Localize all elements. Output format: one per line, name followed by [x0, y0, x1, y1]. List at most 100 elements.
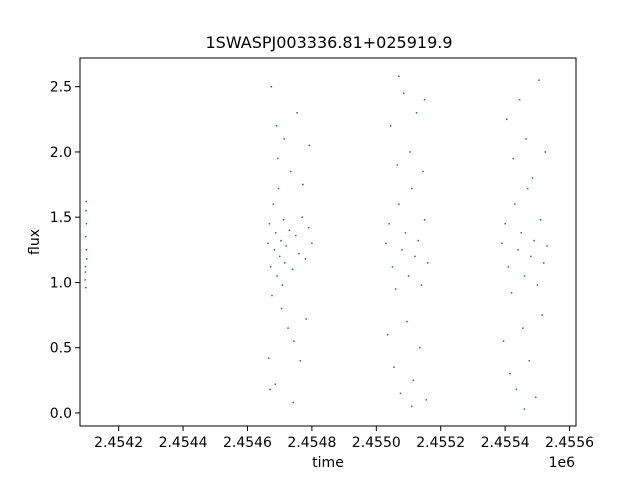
data-point [528, 359, 531, 362]
data-point [277, 187, 280, 190]
data-point [298, 252, 300, 255]
data-point [520, 231, 523, 234]
data-point [510, 291, 513, 294]
data-point [305, 318, 307, 320]
data-point [85, 200, 88, 203]
x-tick-label: 2.4554 [481, 435, 530, 451]
data-point [276, 157, 279, 160]
data-point [292, 340, 295, 343]
data-point [267, 242, 269, 245]
data-point [292, 401, 295, 404]
data-point [415, 111, 418, 114]
data-point [85, 258, 88, 260]
data-point [272, 203, 275, 206]
data-point [546, 245, 548, 247]
data-point [273, 248, 276, 251]
data-point [501, 242, 503, 245]
data-point [270, 85, 273, 88]
data-point [525, 138, 527, 140]
data-point [544, 151, 547, 153]
x-axis-label: time [312, 455, 344, 471]
data-point [285, 245, 288, 247]
y-tick-label: 2.5 [50, 80, 72, 96]
data-point [278, 255, 281, 258]
chart-title: 1SWASPJ003336.81+025919.9 [205, 33, 452, 52]
y-tick-label: 0.5 [50, 341, 72, 357]
data-point [393, 366, 395, 369]
data-point [267, 357, 270, 360]
data-point [414, 255, 416, 258]
y-tick-label: 1.5 [50, 210, 72, 226]
data-point [406, 320, 408, 323]
data-point [397, 75, 400, 78]
data-point [396, 164, 399, 166]
x-tick-label: 2.4548 [287, 435, 336, 451]
data-point [275, 124, 278, 127]
data-point [534, 396, 537, 399]
plot-frame [79, 57, 577, 427]
data-point [274, 231, 277, 234]
data-point [84, 235, 87, 238]
data-point [417, 239, 420, 242]
data-point [515, 388, 518, 391]
data-point [268, 222, 271, 225]
data-point [410, 405, 413, 408]
data-point [271, 294, 273, 297]
data-point [423, 98, 426, 101]
data-point [422, 170, 424, 173]
data-point [84, 278, 87, 281]
data-point [536, 284, 539, 286]
data-point [513, 203, 516, 206]
data-point [509, 372, 511, 375]
data-point [308, 144, 311, 147]
data-point [404, 231, 407, 234]
data-point [512, 157, 515, 160]
data-point [311, 242, 313, 245]
data-point [281, 284, 284, 286]
data-point [304, 258, 307, 260]
x-tick-label: 2.4546 [223, 435, 272, 451]
data-point [283, 261, 286, 264]
data-point [530, 255, 532, 258]
data-point [425, 399, 428, 401]
data-point [389, 124, 392, 127]
data-point [280, 307, 283, 310]
data-point [85, 209, 88, 212]
data-point [410, 187, 413, 190]
data-point [287, 327, 289, 330]
data-point [507, 265, 510, 268]
data-point [288, 229, 291, 232]
data-point [274, 383, 277, 386]
y-tick-label: 0.0 [50, 406, 72, 422]
data-points-layer [84, 75, 548, 410]
data-point [409, 151, 412, 153]
data-point [541, 314, 544, 316]
data-point [301, 183, 304, 186]
data-point [426, 261, 429, 264]
data-point [397, 203, 400, 206]
data-point [517, 248, 519, 251]
x-tick-label: 2.4556 [545, 435, 594, 451]
data-point [394, 288, 397, 290]
data-point [283, 138, 286, 140]
data-point [289, 170, 292, 173]
data-point [388, 222, 391, 225]
data-point [276, 275, 279, 277]
data-point [407, 275, 410, 277]
data-point [538, 79, 540, 82]
data-point [420, 284, 423, 286]
x-axis-offset-label: 1e6 [549, 455, 576, 471]
data-point [504, 222, 507, 225]
data-point [84, 286, 87, 289]
data-point [401, 248, 403, 251]
data-point [542, 261, 545, 264]
data-point [399, 392, 402, 395]
data-point [412, 379, 415, 382]
x-tick-label: 2.4544 [159, 435, 208, 451]
x-tick-label: 2.4542 [94, 435, 143, 451]
data-point [291, 268, 294, 271]
data-point [526, 187, 529, 190]
